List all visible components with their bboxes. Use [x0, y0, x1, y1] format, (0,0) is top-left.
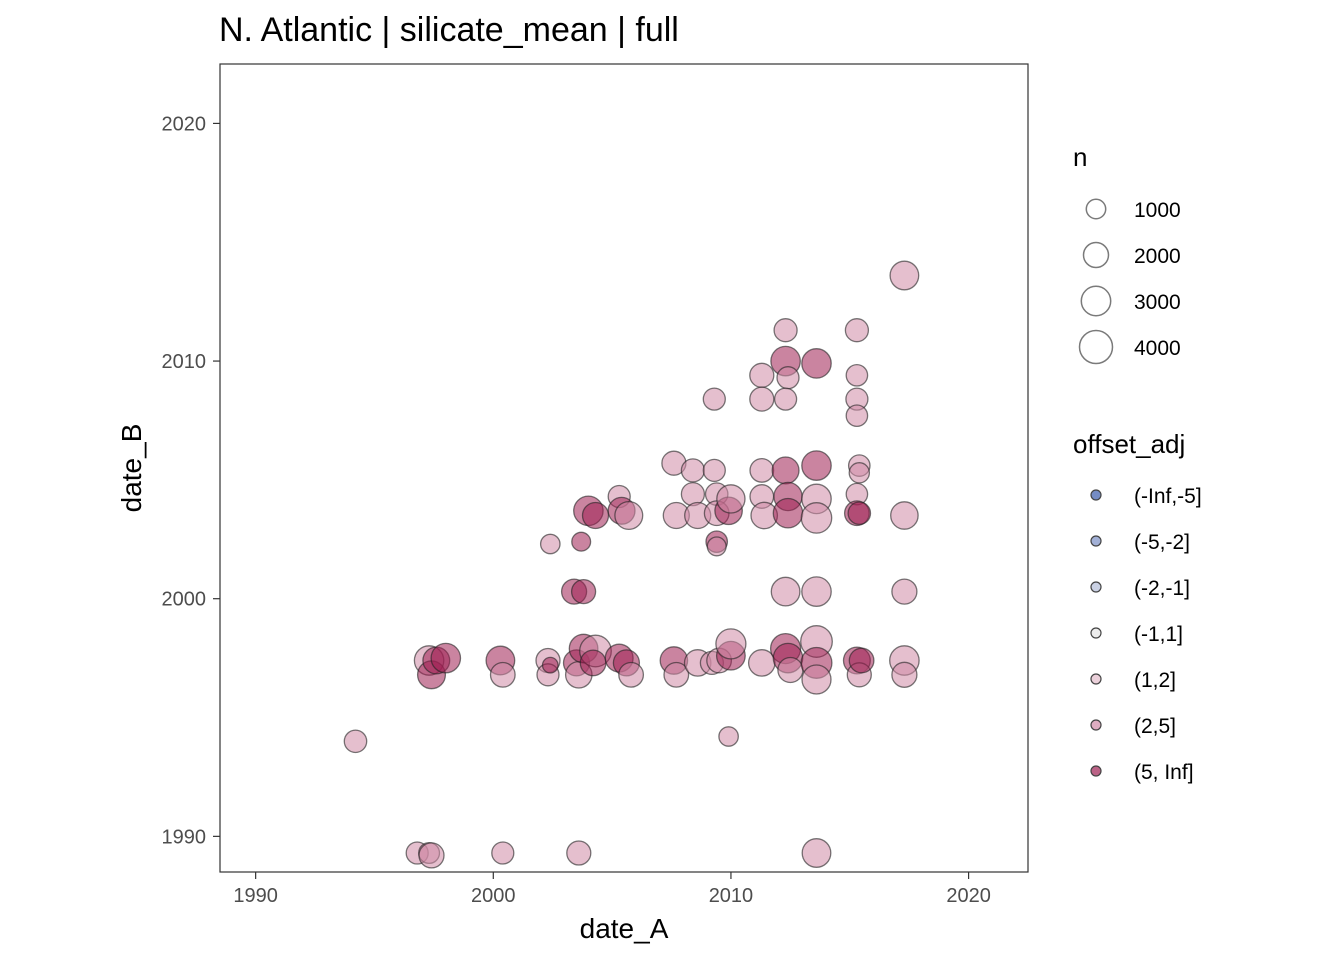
data-point	[430, 642, 462, 674]
data-point	[680, 458, 706, 483]
x-tick-label: 1990	[233, 885, 278, 907]
y-tick-label: 2010	[162, 351, 207, 373]
data-point	[770, 576, 801, 607]
color-legend: (-Inf,-5] (-5,-2] (-2,-1] (-1,1] (1,2] (2,5] (…	[1090, 485, 1202, 784]
size-legend-title: n	[1073, 142, 1087, 172]
data-point	[541, 656, 559, 674]
data-point	[702, 387, 726, 411]
color-legend-key	[1090, 765, 1102, 777]
color-legend-title: offset_adj	[1073, 429, 1185, 459]
y-tick-label: 2020	[162, 113, 207, 135]
data-point	[771, 456, 800, 485]
data-point	[845, 363, 869, 387]
color-legend-label: (-1,1]	[1134, 623, 1183, 646]
size-legend-label: 4000	[1134, 337, 1181, 360]
data-point	[570, 578, 597, 605]
data-point	[801, 664, 832, 695]
data-point	[539, 533, 561, 555]
size-legend-label: 2000	[1134, 245, 1181, 268]
data-point	[772, 497, 804, 529]
size-legend-key	[1080, 285, 1112, 317]
data-point	[800, 502, 833, 534]
data-point	[579, 649, 607, 677]
color-legend-label: (-5,-2]	[1134, 531, 1190, 554]
color-legend-label: (-Inf,-5]	[1134, 485, 1202, 508]
data-point	[891, 661, 918, 688]
color-legend-key	[1090, 489, 1102, 501]
data-point	[571, 531, 592, 552]
color-legend-label: (-2,-1]	[1134, 577, 1190, 600]
data-point	[706, 536, 727, 557]
x-tick-label: 2020	[946, 885, 991, 907]
data-point	[489, 661, 516, 688]
x-tick-label: 2010	[709, 885, 754, 907]
chart-title: N. Atlantic | silicate_mean | full	[219, 11, 679, 49]
data-point	[491, 841, 515, 865]
data-point	[848, 462, 871, 484]
color-legend-key	[1090, 719, 1102, 731]
data-point	[716, 484, 746, 514]
size-legend-key	[1078, 329, 1114, 365]
data-point	[618, 661, 645, 688]
data-point	[845, 404, 869, 428]
data-point	[889, 260, 920, 291]
data-point	[680, 481, 706, 507]
data-point	[801, 348, 832, 379]
data-point	[848, 647, 875, 674]
data-point	[566, 840, 592, 866]
color-legend-label: (2,5]	[1134, 715, 1176, 738]
points-layer	[343, 260, 920, 869]
size-legend-key	[1082, 241, 1110, 269]
data-point	[614, 500, 644, 531]
y-tick-label: 1990	[162, 826, 207, 848]
data-point	[663, 661, 690, 688]
data-point	[749, 386, 775, 412]
size-legend-label: 3000	[1134, 291, 1181, 314]
data-point	[890, 501, 919, 530]
data-point	[776, 366, 800, 390]
data-point	[847, 501, 872, 526]
data-point	[891, 578, 918, 605]
data-point	[718, 726, 739, 747]
color-legend-key	[1090, 535, 1102, 547]
data-point	[801, 576, 832, 607]
x-tick-label: 2000	[471, 885, 516, 907]
color-legend-label: (5, Inf]	[1134, 761, 1194, 784]
data-point	[749, 457, 775, 483]
size-legend-key	[1085, 198, 1107, 220]
data-point	[749, 362, 775, 388]
x-axis-label: date_A	[580, 913, 669, 944]
x-axis: 1990 2000 2010 2020	[233, 872, 991, 907]
data-point	[801, 838, 832, 868]
data-point	[801, 450, 832, 481]
plot-panel	[219, 63, 1029, 873]
data-point	[343, 729, 368, 754]
y-axis-label: date_B	[116, 424, 147, 513]
data-point	[773, 387, 798, 411]
data-point	[777, 656, 804, 684]
data-point	[844, 318, 870, 343]
color-legend-key	[1090, 627, 1102, 639]
data-point	[773, 318, 798, 343]
data-point	[715, 628, 747, 660]
color-legend-key	[1090, 581, 1102, 593]
size-legend-label: 1000	[1134, 199, 1181, 222]
color-legend-key	[1090, 673, 1102, 685]
data-point	[581, 501, 610, 530]
data-point	[418, 842, 445, 869]
size-legend: 1000 2000 3000 4000	[1078, 198, 1181, 365]
data-point	[702, 458, 726, 483]
color-legend-label: (1,2]	[1134, 669, 1176, 692]
y-tick-label: 2000	[162, 589, 207, 611]
y-axis: 1990 2000 2010 2020	[162, 113, 220, 848]
